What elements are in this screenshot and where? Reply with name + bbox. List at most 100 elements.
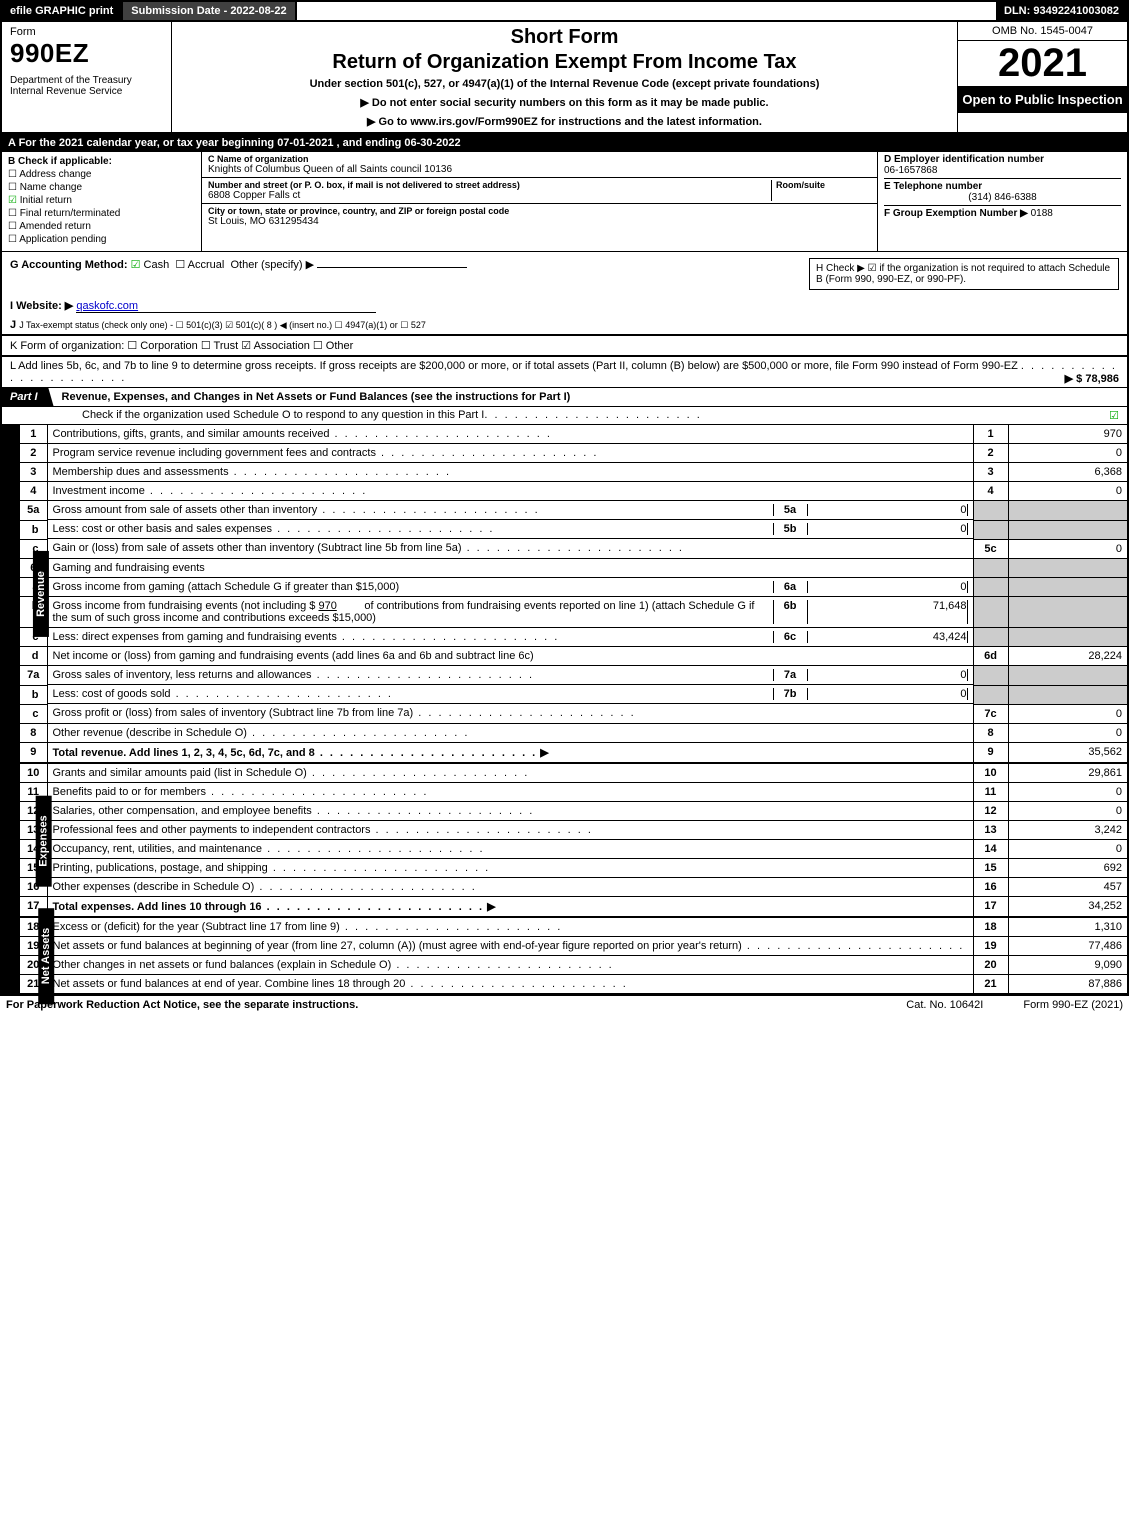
line-13: 13Professional fees and other payments t… — [19, 820, 1128, 839]
line-5a: 5aGross amount from sale of assets other… — [19, 501, 1128, 521]
line-6c: cLess: direct expenses from gaming and f… — [19, 628, 1128, 647]
line-17: 17Total expenses. Add lines 10 through 1… — [19, 896, 1128, 917]
j-text: J Tax-exempt status (check only one) - ☐… — [19, 320, 426, 330]
part1-sub: Check if the organization used Schedule … — [0, 407, 1129, 425]
line-2: 2Program service revenue including gover… — [19, 444, 1128, 463]
cb-final-return[interactable]: Final return/terminated — [8, 208, 195, 219]
line-5c: cGain or (loss) from sale of assets othe… — [19, 539, 1128, 558]
row-g: G Accounting Method: ☑ Cash ☐ Accrual Ot… — [0, 251, 1129, 296]
ssn-warning: ▶ Do not enter social security numbers o… — [180, 96, 949, 109]
row-l: L Add lines 5b, 6c, and 7b to line 9 to … — [0, 357, 1129, 388]
line-19: 19Net assets or fund balances at beginni… — [19, 936, 1128, 955]
open-inspection: Open to Public Inspection — [958, 86, 1127, 113]
g-label: G Accounting Method: — [10, 259, 128, 271]
netassets-table: 18Excess or (deficit) for the year (Subt… — [18, 918, 1129, 994]
line-5b: bLess: cost or other basis and sales exp… — [19, 520, 1128, 539]
row-h: H Check ▶ ☑ if the organization is not r… — [809, 258, 1119, 290]
row-j: J J Tax-exempt status (check only one) -… — [0, 316, 1129, 335]
c-city-hdr: City or town, state or province, country… — [208, 206, 871, 216]
e-tel-hdr: E Telephone number — [884, 178, 1121, 192]
cb-name-change[interactable]: Name change — [8, 182, 195, 193]
ein-value: 06-1657868 — [884, 165, 1121, 176]
col-def: D Employer identification number 06-1657… — [877, 152, 1127, 251]
g-cash: Cash — [144, 259, 170, 271]
org-name: Knights of Columbus Queen of all Saints … — [208, 164, 871, 175]
line-18: 18Excess or (deficit) for the year (Subt… — [19, 918, 1128, 937]
line-7c: cGross profit or (loss) from sales of in… — [19, 704, 1128, 723]
telephone: (314) 846-6388 — [884, 192, 1121, 203]
goto-link[interactable]: ▶ Go to www.irs.gov/Form990EZ for instru… — [180, 115, 949, 128]
line-20: 20Other changes in net assets or fund ba… — [19, 955, 1128, 974]
website-link[interactable]: qaskofc.com — [76, 300, 376, 313]
revenue-table: 1Contributions, gifts, grants, and simil… — [18, 425, 1129, 764]
row-k: K Form of organization: ☐ Corporation ☐ … — [0, 335, 1129, 357]
line-16: 16Other expenses (describe in Schedule O… — [19, 877, 1128, 896]
line-7b: bLess: cost of goods sold7b0 — [19, 685, 1128, 704]
form-word: Form — [10, 26, 163, 38]
line-10: 10Grants and similar amounts paid (list … — [19, 764, 1128, 783]
line-14: 14Occupancy, rent, utilities, and mainte… — [19, 839, 1128, 858]
g-accrual: Accrual — [188, 259, 225, 271]
col-c: C Name of organization Knights of Columb… — [202, 152, 877, 251]
line-11: 11Benefits paid to or for members110 — [19, 782, 1128, 801]
netassets-vlabel: Net Assets — [38, 907, 54, 1003]
cb-initial-return[interactable]: Initial return — [8, 195, 195, 206]
footer-left: For Paperwork Reduction Act Notice, see … — [6, 999, 358, 1011]
row-i: I Website: ▶ qaskofc.com — [0, 296, 1129, 316]
g-other: Other (specify) ▶ — [230, 259, 314, 271]
schedule-o-check: ☑ — [1109, 409, 1119, 422]
part1-title: Revenue, Expenses, and Changes in Net As… — [54, 388, 1127, 406]
cb-address-change[interactable]: Address change — [8, 169, 195, 180]
l-text: L Add lines 5b, 6c, and 7b to line 9 to … — [10, 360, 1018, 372]
l-amount: ▶ $ 78,986 — [1065, 372, 1119, 385]
submission-date: Submission Date - 2022-08-22 — [123, 2, 296, 20]
line-6b: bGross income from fundraising events (n… — [19, 597, 1128, 628]
c-addr-hdr: Number and street (or P. O. box, if mail… — [208, 180, 771, 190]
tax-year: 2021 — [958, 41, 1127, 86]
line-6: 6Gaming and fundraising events — [19, 558, 1128, 577]
line-15: 15Printing, publications, postage, and s… — [19, 858, 1128, 877]
city-state-zip: St Louis, MO 631295434 — [208, 216, 871, 227]
short-form-title: Short Form — [180, 26, 949, 49]
part1-sub-text: Check if the organization used Schedule … — [82, 409, 484, 422]
form-number: 990EZ — [10, 38, 163, 69]
revenue-vlabel: Revenue — [33, 551, 49, 637]
footer-form: Form 990-EZ (2021) — [1023, 999, 1123, 1011]
cb-application-pending[interactable]: Application pending — [8, 234, 195, 245]
return-title: Return of Organization Exempt From Incom… — [180, 51, 949, 74]
expenses-section: Expenses 10Grants and similar amounts pa… — [0, 764, 1129, 918]
page-footer: For Paperwork Reduction Act Notice, see … — [0, 994, 1129, 1014]
row-a-period: A For the 2021 calendar year, or tax yea… — [0, 134, 1129, 152]
under-section: Under section 501(c), 527, or 4947(a)(1)… — [180, 78, 949, 90]
c-name-hdr: C Name of organization — [208, 154, 871, 164]
line-12: 12Salaries, other compensation, and empl… — [19, 801, 1128, 820]
header-mid: Short Form Return of Organization Exempt… — [172, 22, 957, 132]
cb-amended-return[interactable]: Amended return — [8, 221, 195, 232]
footer-cat: Cat. No. 10642I — [906, 999, 983, 1011]
dln-label: DLN: 93492241003082 — [996, 2, 1127, 20]
line-6a: aGross income from gaming (attach Schedu… — [19, 577, 1128, 597]
line-7a: 7aGross sales of inventory, less returns… — [19, 666, 1128, 686]
room-hdr: Room/suite — [776, 180, 871, 190]
col-b: B Check if applicable: Address change Na… — [2, 152, 202, 251]
line-21: 21Net assets or fund balances at end of … — [19, 974, 1128, 993]
i-label: I Website: ▶ — [10, 300, 73, 312]
part1-header: Part I Revenue, Expenses, and Changes in… — [0, 388, 1129, 407]
line-8: 8Other revenue (describe in Schedule O)8… — [19, 723, 1128, 742]
line-1: 1Contributions, gifts, grants, and simil… — [19, 425, 1128, 444]
group-number: 0188 — [1031, 208, 1053, 219]
top-bar: efile GRAPHIC print Submission Date - 20… — [0, 0, 1129, 22]
expenses-table: 10Grants and similar amounts paid (list … — [18, 764, 1129, 918]
efile-print-button[interactable]: efile GRAPHIC print — [2, 2, 123, 20]
d-ein-hdr: D Employer identification number — [884, 154, 1121, 165]
b-label: B Check if applicable: — [8, 156, 195, 167]
street-address: 6808 Copper Falls ct — [208, 190, 771, 201]
form-header: Form 990EZ Department of the Treasury In… — [0, 22, 1129, 134]
line-9: 9Total revenue. Add lines 1, 2, 3, 4, 5c… — [19, 742, 1128, 763]
line-4: 4Investment income40 — [19, 482, 1128, 501]
topbar-spacer — [297, 2, 996, 20]
expenses-vlabel: Expenses — [36, 795, 52, 886]
line-6d: dNet income or (loss) from gaming and fu… — [19, 647, 1128, 666]
line-3: 3Membership dues and assessments36,368 — [19, 463, 1128, 482]
section-bcdef: B Check if applicable: Address change Na… — [0, 152, 1129, 251]
